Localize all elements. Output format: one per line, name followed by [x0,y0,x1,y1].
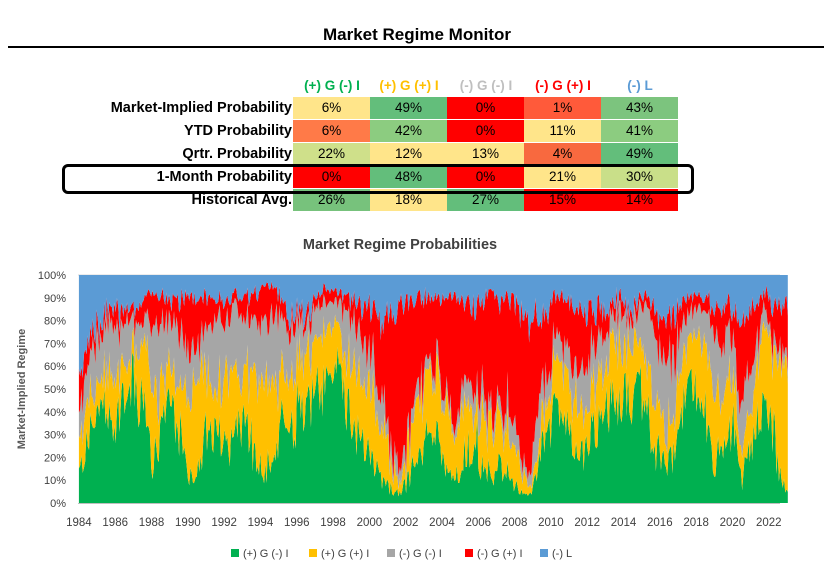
column-header: (-) G (-) I [459,78,513,93]
chart-title: Market Regime Probabilities [302,237,498,253]
table-cell: 14% [601,189,678,211]
column-header: (-) G (+) I [535,78,591,93]
x-tick-label: 2010 [538,517,564,529]
y-tick-label: 30% [44,430,66,442]
table-cell: 48% [370,166,447,188]
y-tick-label: 40% [44,407,66,419]
title-divider [8,46,824,48]
table-cell: 41% [601,120,678,142]
regime-area-chart: 0% 10% 20% 30% 40% 50% 60% 70% 80% 90% 100% 1984 198… [16,270,788,529]
table-cell: 26% [293,189,370,211]
x-tick-label: 1988 [139,517,165,529]
x-tick-label: 2004 [429,517,455,529]
y-tick-label: 70% [44,338,66,350]
x-tick-label: 2016 [647,517,673,529]
area-series-4 [78,275,788,379]
column-header: (+) G (+) I [379,78,439,93]
x-tick-label: 2006 [465,517,491,529]
column-header: (-) L [627,78,653,93]
legend-item: (+) G (+) I [309,546,369,562]
y-tick-label: 60% [44,361,66,373]
x-tick-label: 1994 [248,517,274,529]
table-cell: 15% [524,189,601,211]
y-tick-label: 80% [44,316,66,328]
highlight-box-1-month [62,164,694,194]
x-tick-label: 2012 [574,517,600,529]
x-tick-label: 2018 [683,517,709,529]
legend-label: (+) G (-) I [243,548,289,560]
row-label: YTD Probability [184,123,292,139]
page-title: Market Regime Monitor [323,25,511,44]
x-tick-label: 2008 [502,517,528,529]
x-tick-label: 2022 [756,517,782,529]
legend-swatch [387,549,395,558]
x-tick-label: 1992 [211,517,237,529]
table-cell: 0% [293,166,370,188]
x-tick-label: 1986 [102,517,128,529]
legend-item: (-) L [540,546,572,562]
table-cell: 18% [370,189,447,211]
y-tick-label: 50% [44,384,66,396]
table-cell: 0% [447,120,524,142]
row-label: 1-Month Probability [156,169,292,185]
x-tick-label: 1990 [175,517,201,529]
table-cell: 12% [370,143,447,165]
y-tick-label: 20% [44,452,66,464]
y-tick-label: 100% [38,270,66,282]
row-label: Market-Implied Probability [110,100,292,116]
legend-swatch [540,549,548,558]
x-tick-label: 1998 [320,517,346,529]
x-tick-label: 2000 [357,517,383,529]
column-header: (+) G (-) I [304,78,360,93]
table-cell: 11% [524,120,601,142]
x-tick-label: 1996 [284,517,310,529]
chart-legend: (+) G (-) I (+) G (+) I (-) G (-) I (-) G (… [0,546,824,562]
table-cell: 49% [370,97,447,119]
table-cell: 49% [601,143,678,165]
legend-label: (+) G (+) I [321,548,370,560]
x-tick-label: 2002 [393,517,419,529]
table-cell: 27% [447,189,524,211]
area-series-3 [78,281,788,480]
row-label: Historical Avg. [191,192,292,208]
legend-swatch [309,549,317,558]
table-cell: 22% [293,143,370,165]
y-tick-label: 0% [50,498,66,510]
legend-label: (-) G (+) I [477,548,523,560]
legend-item: (+) G (-) I [231,546,289,562]
table-cell: 43% [601,97,678,119]
table-cell: 4% [524,143,601,165]
legend-swatch [465,549,473,558]
legend-item: (-) G (-) I [387,546,442,562]
x-tick-label: 1984 [66,517,92,529]
x-tick-label: 2014 [611,517,637,529]
area-series-0 [78,346,788,503]
table-cell: 6% [293,97,370,119]
legend-label: (-) L [552,548,573,560]
row-label: Qrtr. Probability [182,146,292,162]
area-series-1 [78,314,788,497]
table-cell: 6% [293,120,370,142]
table-cell: 0% [447,97,524,119]
x-tick-label: 2020 [720,517,746,529]
table-cell: 42% [370,120,447,142]
table-cell: 1% [524,97,601,119]
table-cell: 13% [447,143,524,165]
table-cell: 30% [601,166,678,188]
legend-item: (-) G (+) I [465,546,523,562]
legend-swatch [231,549,239,558]
y-tick-label: 90% [44,293,66,305]
y-tick-label: 10% [44,475,66,487]
legend-label: (-) G (-) I [399,548,442,560]
area-series-2 [78,294,788,490]
table-cell: 21% [524,166,601,188]
table-cell: 0% [447,166,524,188]
y-axis-title: Market-Implied Regime [16,329,28,449]
